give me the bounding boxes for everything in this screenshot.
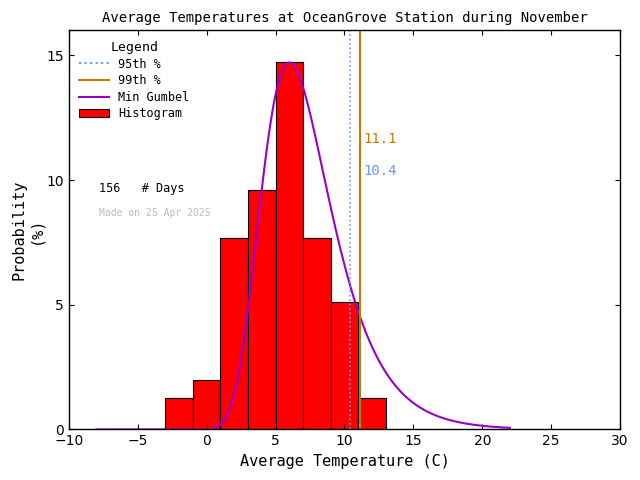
Bar	[303, 238, 331, 430]
Text: 156   # Days: 156 # Days	[99, 182, 184, 195]
Legend: 95th %, 99th %, Min Gumbel, Histogram: 95th %, 99th %, Min Gumbel, Histogram	[75, 36, 195, 125]
Bar	[276, 62, 303, 430]
Text: 10.4: 10.4	[364, 164, 397, 178]
Text: 11.1: 11.1	[364, 132, 397, 145]
Bar	[165, 397, 193, 430]
Bar	[193, 380, 220, 430]
Y-axis label: Probability
(%): Probability (%)	[11, 180, 44, 280]
Bar	[331, 301, 358, 430]
Title: Average Temperatures at OceanGrove Station during November: Average Temperatures at OceanGrove Stati…	[102, 11, 588, 25]
Bar	[358, 397, 386, 430]
Bar	[220, 238, 248, 430]
Bar	[248, 190, 276, 430]
X-axis label: Average Temperature (C): Average Temperature (C)	[239, 454, 449, 469]
Text: Made on 25 Apr 2025: Made on 25 Apr 2025	[99, 208, 211, 218]
